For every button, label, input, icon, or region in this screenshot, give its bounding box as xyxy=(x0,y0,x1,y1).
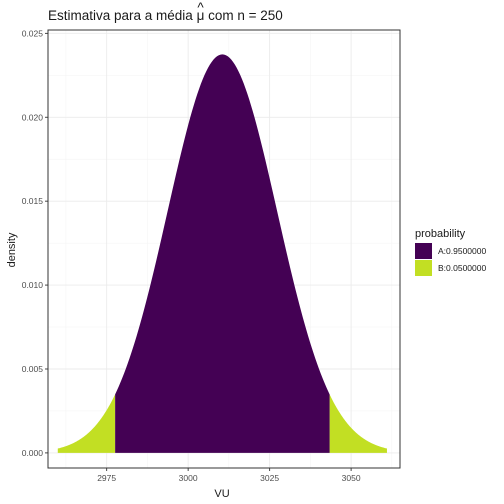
legend: probability A:0.9500000 B:0.0500000 xyxy=(415,228,486,276)
x-axis-title: VU xyxy=(214,488,229,500)
x-tick-label: 3025 xyxy=(260,473,279,483)
x-tick-label: 2975 xyxy=(97,473,116,483)
x-tick-label: 3000 xyxy=(179,473,198,483)
y-axis-title: density xyxy=(6,232,18,267)
legend-swatch xyxy=(415,243,432,259)
y-tick-label: 0.020 xyxy=(22,112,44,122)
area-center xyxy=(115,54,330,453)
area-tail-right xyxy=(329,394,387,453)
y-tick-label: 0.015 xyxy=(22,196,44,206)
legend-title: probability xyxy=(415,228,466,240)
density-areas xyxy=(57,54,387,453)
panel-border xyxy=(47,29,401,469)
legend-label: B:0.0500000 xyxy=(438,263,486,273)
area-tail-left xyxy=(57,394,116,453)
y-tick-label: 0.000 xyxy=(22,448,44,458)
y-tick-label: 0.025 xyxy=(22,28,44,38)
mu-symbol: μ xyxy=(197,8,205,23)
chart-title: Estimativa para a média μ com n = 250 xyxy=(48,8,283,23)
mu-hat: ^ xyxy=(197,0,204,15)
legend-label: A:0.9500000 xyxy=(438,246,486,256)
legend-swatch xyxy=(415,260,432,276)
x-tick-label: 3050 xyxy=(342,473,361,483)
axis-ticks: 2975 3000 3025 3050 0.000 0.005 0.010 0.015 0.02… xyxy=(22,28,361,483)
y-tick-label: 0.005 xyxy=(22,364,44,374)
y-tick-label: 0.010 xyxy=(22,280,44,290)
